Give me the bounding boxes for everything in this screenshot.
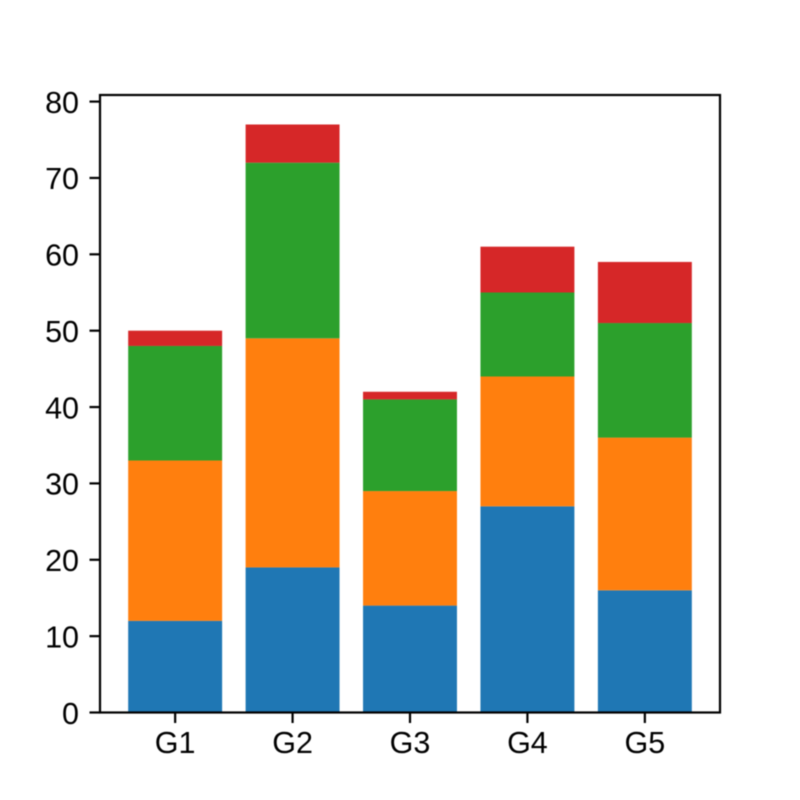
svg-text:50: 50	[45, 315, 79, 349]
svg-text:G4: G4	[507, 726, 548, 760]
svg-text:20: 20	[45, 544, 79, 578]
svg-text:80: 80	[45, 86, 79, 120]
svg-text:70: 70	[45, 162, 79, 196]
svg-text:60: 60	[45, 239, 79, 273]
svg-text:40: 40	[45, 391, 79, 425]
svg-text:30: 30	[45, 468, 79, 502]
svg-text:G3: G3	[390, 726, 431, 760]
svg-text:G2: G2	[272, 726, 313, 760]
svg-text:0: 0	[62, 697, 79, 731]
svg-text:G1: G1	[155, 726, 196, 760]
svg-text:10: 10	[45, 620, 79, 654]
svg-text:G5: G5	[625, 726, 666, 760]
